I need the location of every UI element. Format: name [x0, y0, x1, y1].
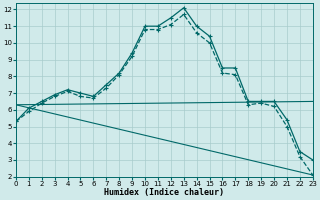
X-axis label: Humidex (Indice chaleur): Humidex (Indice chaleur) — [104, 188, 224, 197]
